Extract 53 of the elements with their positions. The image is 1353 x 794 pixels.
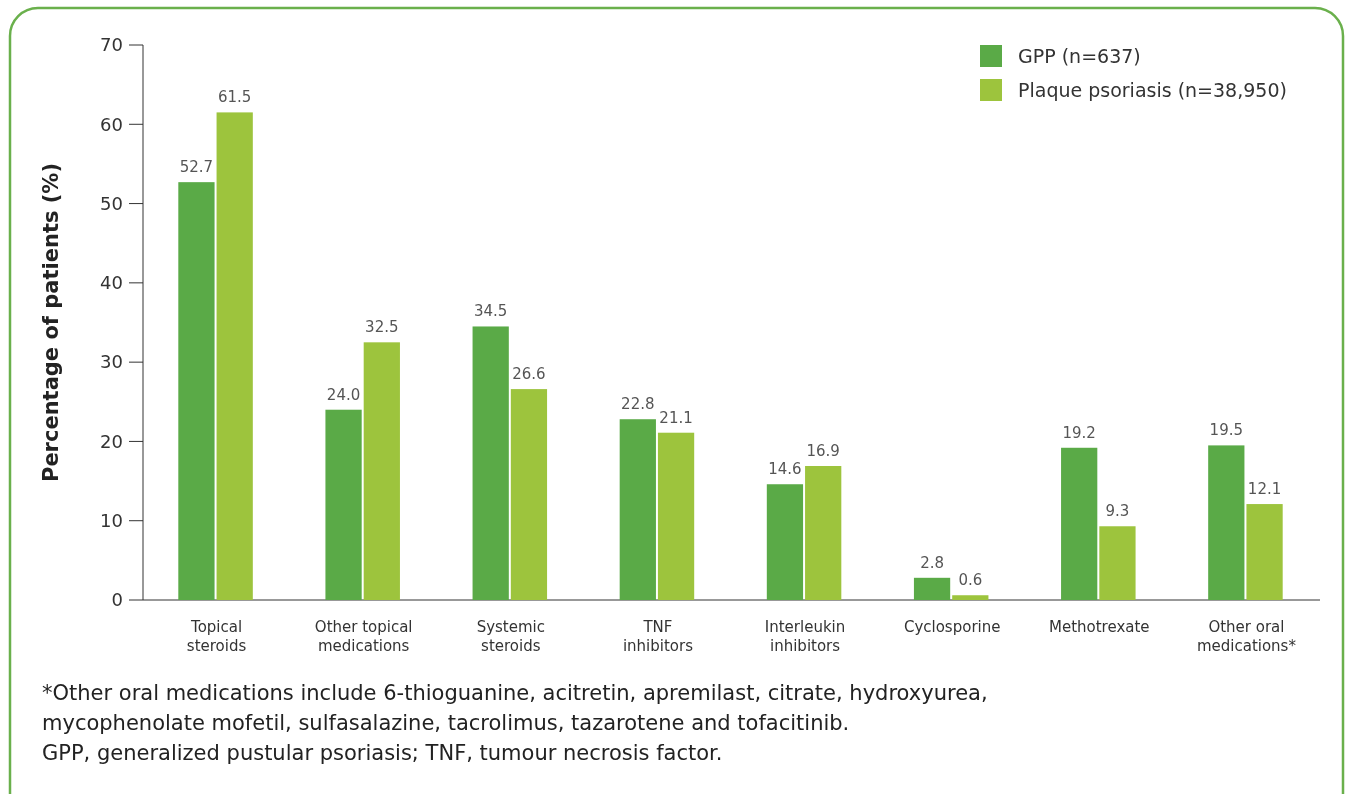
y-axis-title: Percentage of patients (%) [39, 162, 63, 483]
bar [1061, 447, 1098, 600]
bar [325, 409, 362, 600]
text: 32.5 [365, 318, 399, 337]
text: 21.1 [659, 408, 693, 427]
bar [178, 182, 215, 600]
bar [510, 389, 548, 600]
bar [805, 466, 842, 600]
text: 16.9 [806, 442, 840, 461]
x-tick-label: Other topical medications [314, 618, 413, 655]
text: 2.8 [920, 553, 944, 572]
bar [363, 342, 400, 600]
text: 26.6 [512, 365, 546, 384]
text: 61.5 [217, 88, 252, 107]
bar [216, 112, 253, 600]
bar [1099, 526, 1136, 600]
bar [913, 577, 951, 600]
text: 9.3 [1105, 502, 1130, 521]
y-tick-label: 10 [100, 510, 123, 532]
y-tick-label: 50 [100, 192, 123, 214]
text: 24.0 [326, 385, 361, 404]
legend-label: Plaque psoriasis (n=38,950) [1018, 78, 1287, 101]
text: 22.8 [621, 395, 655, 414]
x-tick-label: Interleukin inhibitors [764, 618, 846, 655]
x-tick-label: TNF inhibitors [622, 618, 694, 655]
y-tick-label: 60 [100, 113, 123, 135]
y-tick-label: 20 [100, 430, 123, 452]
text: GPP, generalized pustular psoriasis; TNF, tumour necrosis factor. [42, 741, 723, 765]
x-tick-label: Methotrexate [1049, 618, 1150, 636]
bar [1246, 504, 1283, 600]
x-tick-label: Systemic steroids [476, 618, 545, 655]
bar [766, 484, 804, 600]
y-tick-label: 0 [111, 589, 123, 611]
y-tick-label: 30 [100, 351, 123, 373]
text: 12.1 [1247, 480, 1282, 499]
text: 19.5 [1209, 421, 1244, 440]
bar [952, 595, 989, 600]
text: 34.5 [473, 302, 508, 321]
text: 52.7 [179, 158, 214, 177]
text: 19.2 [1062, 423, 1096, 442]
x-tick-label: Other oral medications* [1196, 618, 1297, 655]
bar [1208, 445, 1245, 600]
y-tick-label: 40 [100, 272, 123, 294]
text: *Other oral medications include 6-thioguanine, acitretin, apremilast, citrate, hydroxyurea, mycophenolate mofetil, sulfasalazine, tacrolimus, tazarotene and tofacitinib. [42, 681, 988, 735]
x-tick-label: Cyclosporine [903, 618, 1001, 636]
text: 14.6 [768, 460, 802, 479]
x-tick-label: Topical steroids [186, 618, 247, 655]
bar [619, 419, 656, 600]
text: 0.6 [958, 571, 983, 590]
bar [657, 432, 695, 600]
legend-label: GPP (n=637) [1018, 44, 1141, 67]
y-tick-label: 70 [100, 34, 123, 56]
bar [472, 326, 509, 600]
